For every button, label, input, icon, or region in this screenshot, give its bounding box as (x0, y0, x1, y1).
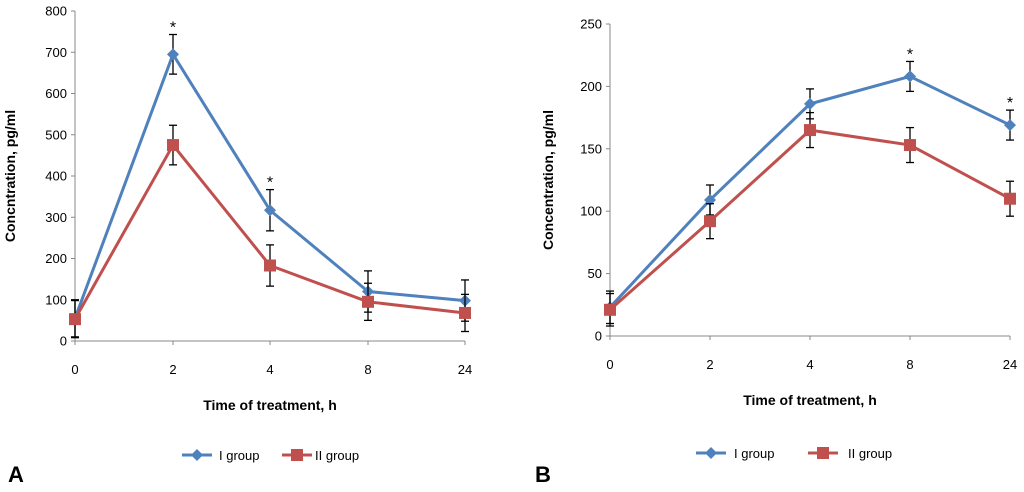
y-tick-label: 200 (45, 251, 67, 266)
data-point-square (1004, 192, 1016, 205)
y-tick-label: 800 (45, 4, 67, 19)
y-axis-title: Concentration, pg/ml (540, 110, 556, 250)
x-axis-title: Time of treatment, h (203, 397, 337, 413)
data-point-diamond (167, 48, 179, 61)
significance-marker: * (907, 46, 913, 63)
legend-label: II group (315, 448, 359, 463)
data-point-square (704, 215, 716, 228)
data-point-square (904, 139, 916, 152)
legend-marker-diamond (191, 449, 203, 461)
data-point-diamond (804, 97, 816, 110)
data-point-square (459, 306, 471, 319)
x-tick-label: 2 (706, 357, 713, 372)
x-tick-label: 24 (458, 362, 472, 377)
legend-label: II group (848, 446, 892, 461)
legend-label: I group (219, 448, 259, 463)
y-tick-label: 300 (45, 210, 67, 225)
data-point-square (604, 303, 616, 316)
x-tick-label: 8 (364, 362, 371, 377)
data-point-diamond (1004, 119, 1016, 132)
panel-label: A (8, 462, 24, 487)
y-tick-label: 0 (60, 334, 67, 349)
data-point-square (69, 313, 81, 326)
y-tick-label: 600 (45, 86, 67, 101)
data-point-square (167, 139, 179, 152)
significance-marker: * (1007, 95, 1013, 112)
series-line-2 (609, 128, 1011, 311)
legend-marker-square (291, 449, 303, 461)
y-tick-label: 50 (588, 266, 602, 281)
significance-marker: * (267, 175, 273, 192)
x-tick-label: 4 (806, 357, 813, 372)
legend-marker-diamond (705, 447, 717, 459)
data-point-diamond (264, 204, 276, 217)
x-tick-label: 0 (71, 362, 78, 377)
x-tick-label: 0 (606, 357, 613, 372)
y-tick-label: 250 (580, 17, 602, 32)
x-axis-title: Time of treatment, h (743, 392, 877, 408)
y-tick-label: 100 (45, 292, 67, 307)
data-point-diamond (904, 70, 916, 83)
data-point-square (264, 259, 276, 272)
panel-label: B (535, 462, 551, 487)
series-line-2 (73, 143, 466, 320)
x-tick-label: 4 (266, 362, 273, 377)
data-point-square (362, 295, 374, 308)
y-tick-label: 500 (45, 127, 67, 142)
legend-marker-square (817, 447, 829, 459)
y-tick-label: 400 (45, 169, 67, 184)
y-tick-label: 150 (580, 141, 602, 156)
x-tick-label: 8 (906, 357, 913, 372)
data-point-square (804, 124, 816, 137)
y-tick-label: 200 (580, 79, 602, 94)
y-tick-label: 700 (45, 45, 67, 60)
legend-label: I group (734, 446, 774, 461)
y-tick-label: 100 (580, 204, 602, 219)
y-axis-title: Concntration, pg/ml (2, 110, 18, 242)
significance-marker: * (170, 20, 176, 37)
x-tick-label: 2 (169, 362, 176, 377)
y-tick-label: 0 (595, 329, 602, 344)
data-point-diamond (704, 193, 716, 206)
x-tick-label: 24 (1003, 357, 1017, 372)
